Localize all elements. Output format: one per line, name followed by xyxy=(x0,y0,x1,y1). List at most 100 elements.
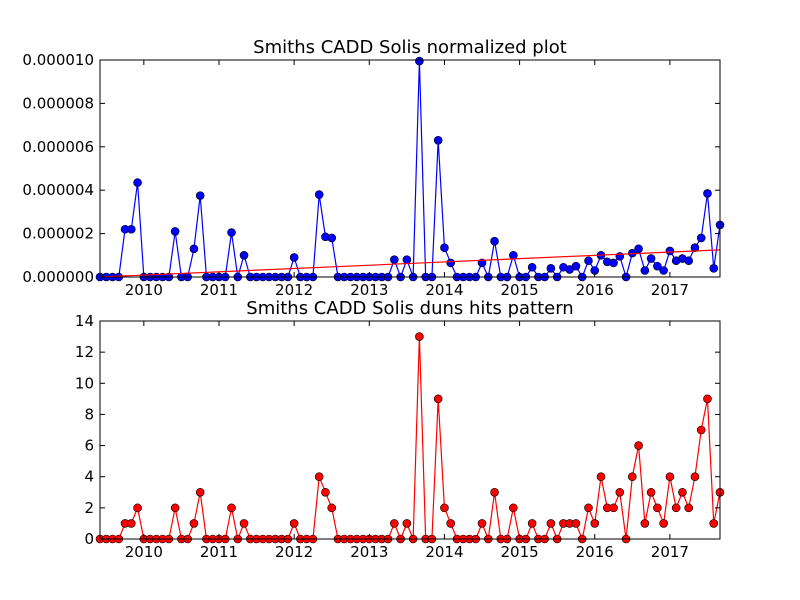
data-point xyxy=(127,224,136,234)
y-tick-label: 0.000010 xyxy=(22,51,94,69)
x-tick-label: 2010 xyxy=(125,543,163,561)
data-point xyxy=(402,519,412,528)
x-tick-label: 2010 xyxy=(125,281,163,299)
y-tick-label: 4 xyxy=(84,468,94,486)
data-point xyxy=(239,519,249,528)
data-point xyxy=(239,251,249,260)
data-point xyxy=(571,261,581,271)
data-point xyxy=(189,244,199,254)
data-point xyxy=(634,244,643,254)
data-point xyxy=(227,228,236,237)
data-point xyxy=(189,519,199,528)
data-point xyxy=(390,255,399,264)
plot-area: 0.000000 0.000002 0.000004 0.000006 0.000008… xyxy=(22,51,725,299)
data-point xyxy=(690,472,700,482)
data-point xyxy=(527,262,537,272)
data-point xyxy=(490,236,499,246)
data-point xyxy=(703,394,712,404)
data-point xyxy=(446,519,456,528)
data-point xyxy=(546,264,556,273)
axes-frame xyxy=(99,320,721,540)
y-tick-label: 10 xyxy=(75,374,94,392)
y-tick-label: 6 xyxy=(84,437,94,455)
data-point xyxy=(609,258,618,268)
x-tick-label: 2011 xyxy=(200,543,238,561)
x-tick-label: 2014 xyxy=(425,281,463,299)
data-point xyxy=(684,256,693,266)
y-tick-label: 0.000002 xyxy=(22,225,94,243)
data-point xyxy=(314,190,324,199)
data-point xyxy=(440,503,449,513)
y-tick-label: 14 xyxy=(75,312,94,330)
data-point xyxy=(615,487,625,497)
trend-line xyxy=(99,249,721,278)
data-point xyxy=(678,487,687,497)
x-tick-label: 2014 xyxy=(425,543,463,561)
x-tick-label: 2015 xyxy=(501,281,539,299)
x-tick-label: 2016 xyxy=(576,281,614,299)
data-point xyxy=(477,519,487,528)
data-point xyxy=(596,472,606,482)
y-tick-label: 0.000000 xyxy=(22,268,94,286)
y-tick-label: 0 xyxy=(84,530,94,548)
x-tick-label: 2013 xyxy=(350,281,388,299)
data-point xyxy=(590,519,600,528)
data-point xyxy=(709,519,719,528)
x-tick-label: 2017 xyxy=(651,543,689,561)
data-point xyxy=(195,487,205,497)
data-point xyxy=(440,243,449,253)
data-point xyxy=(490,487,499,497)
x-tick-label: 2012 xyxy=(275,543,313,561)
data-point xyxy=(415,56,424,66)
x-tick-label: 2015 xyxy=(501,543,539,561)
data-point xyxy=(628,472,637,482)
x-tick-label: 2012 xyxy=(275,281,313,299)
data-point xyxy=(415,332,424,341)
data-point xyxy=(646,254,656,263)
data-point xyxy=(509,503,518,513)
data-point xyxy=(390,519,399,528)
y-tick-label: 0.000006 xyxy=(22,138,94,156)
y-tick-label: 12 xyxy=(75,343,94,361)
x-tick-label: 2011 xyxy=(200,281,238,299)
data-point xyxy=(446,258,456,268)
data-point xyxy=(690,243,700,253)
chart-title: Smiths CADD Solis normalized plot xyxy=(253,37,567,58)
data-point xyxy=(653,261,662,271)
data-point xyxy=(170,503,180,513)
data-point xyxy=(127,519,136,528)
data-point xyxy=(314,472,324,482)
y-tick-label: 2 xyxy=(84,499,94,517)
x-tick-label: 2017 xyxy=(651,281,689,299)
data-point xyxy=(634,441,643,450)
data-point xyxy=(640,266,650,275)
data-point xyxy=(709,264,719,273)
data-point xyxy=(640,519,650,528)
normalized-plot-panel: Smiths CADD Solis normalized plot 0.0000… xyxy=(22,37,725,299)
axes-frame xyxy=(99,59,721,278)
data-point xyxy=(646,487,656,497)
y-tick-label: 0.000004 xyxy=(22,181,94,199)
data-point xyxy=(327,503,337,513)
data-point xyxy=(195,191,205,200)
data-point xyxy=(527,519,537,528)
data-point xyxy=(653,503,662,513)
data-point xyxy=(665,246,675,256)
data-point xyxy=(696,233,706,243)
data-point xyxy=(289,253,299,262)
x-tick-label: 2013 xyxy=(350,543,388,561)
data-point xyxy=(659,266,668,275)
data-point xyxy=(433,394,443,404)
data-point xyxy=(289,519,299,528)
data-point xyxy=(571,519,581,528)
x-tick-label: 2016 xyxy=(576,543,614,561)
data-point xyxy=(584,256,593,266)
duns-hits-panel: Smiths CADD Solis duns hits pattern 0 2 4 6… xyxy=(75,298,725,561)
data-point xyxy=(170,227,180,236)
y-tick-label: 0.000008 xyxy=(22,94,94,112)
plot-area: 0 2 4 6 8 10 12 14 2010 2011 2012 2013 2014 2015 2016 2… xyxy=(75,312,725,561)
data-point xyxy=(703,189,712,198)
chart-title: Smiths CADD Solis duns hits pattern xyxy=(246,298,573,319)
data-point xyxy=(665,472,675,482)
